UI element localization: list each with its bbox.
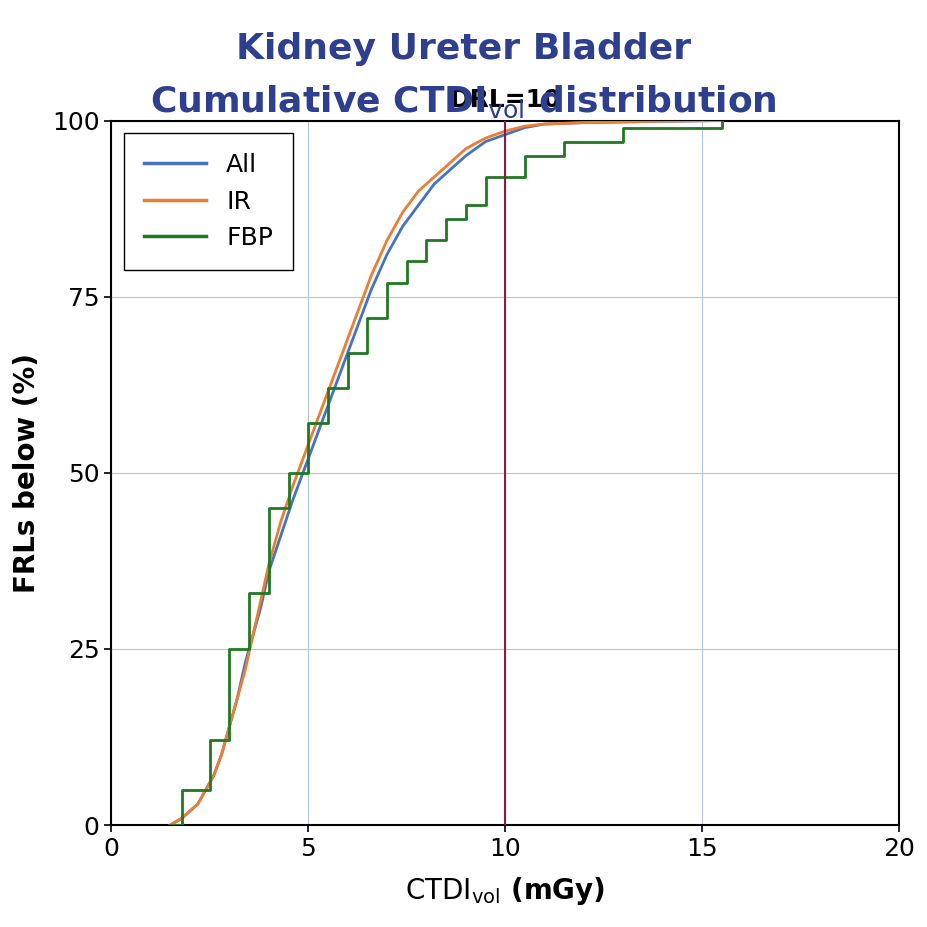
Y-axis label: FRLs below (%): FRLs below (%): [13, 353, 41, 592]
Text: DRL=10: DRL=10: [450, 88, 561, 112]
Text: Kidney Ureter Bladder: Kidney Ureter Bladder: [236, 32, 691, 67]
Legend: All, IR, FBP: All, IR, FBP: [123, 133, 293, 270]
X-axis label: $\mathrm{CTDI_{vol}}$ (mGy): $\mathrm{CTDI_{vol}}$ (mGy): [405, 875, 605, 907]
Text: Cumulative CTDI$_{\mathrm{vol}}$ distribution: Cumulative CTDI$_{\mathrm{vol}}$ distrib…: [150, 83, 777, 120]
